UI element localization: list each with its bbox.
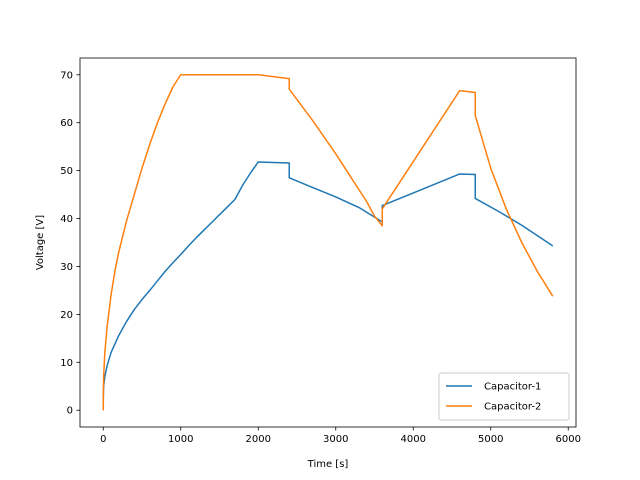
y-tick-label: 10 bbox=[60, 358, 73, 369]
y-tick-label: 0 bbox=[67, 406, 73, 417]
series-line-2 bbox=[102, 74, 554, 411]
legend-box bbox=[438, 372, 570, 421]
y-tick-label: 20 bbox=[60, 310, 73, 321]
y-axis-ticks: 0 10 20 30 40 50 60 70 bbox=[60, 70, 80, 417]
x-tick-label: 1000 bbox=[168, 434, 193, 445]
x-tick-label: 6000 bbox=[556, 434, 581, 445]
y-axis-title: Voltage [V] bbox=[35, 215, 46, 270]
y-tick-label: 60 bbox=[60, 118, 73, 129]
y-tick-label: 40 bbox=[60, 214, 73, 225]
series-layer bbox=[102, 74, 554, 411]
x-tick-label: 3000 bbox=[323, 434, 348, 445]
legend-label-2: Capacitor-2 bbox=[484, 402, 541, 413]
x-tick-label: 2000 bbox=[246, 434, 271, 445]
y-tick-label: 30 bbox=[60, 262, 73, 273]
legend-label-1: Capacitor-1 bbox=[484, 382, 541, 393]
x-axis-title: Time [s] bbox=[307, 459, 349, 470]
y-tick-label: 70 bbox=[60, 70, 73, 81]
x-tick-label: 4000 bbox=[401, 434, 426, 445]
x-tick-label: 0 bbox=[100, 434, 106, 445]
series-line-1 bbox=[102, 161, 554, 411]
y-tick-label: 50 bbox=[60, 166, 73, 177]
x-tick-label: 5000 bbox=[478, 434, 503, 445]
legend: Capacitor-1 Capacitor-2 bbox=[438, 372, 570, 421]
plot-frame bbox=[79, 57, 577, 428]
x-axis-ticks: 0 1000 2000 3000 4000 5000 6000 bbox=[100, 427, 581, 445]
